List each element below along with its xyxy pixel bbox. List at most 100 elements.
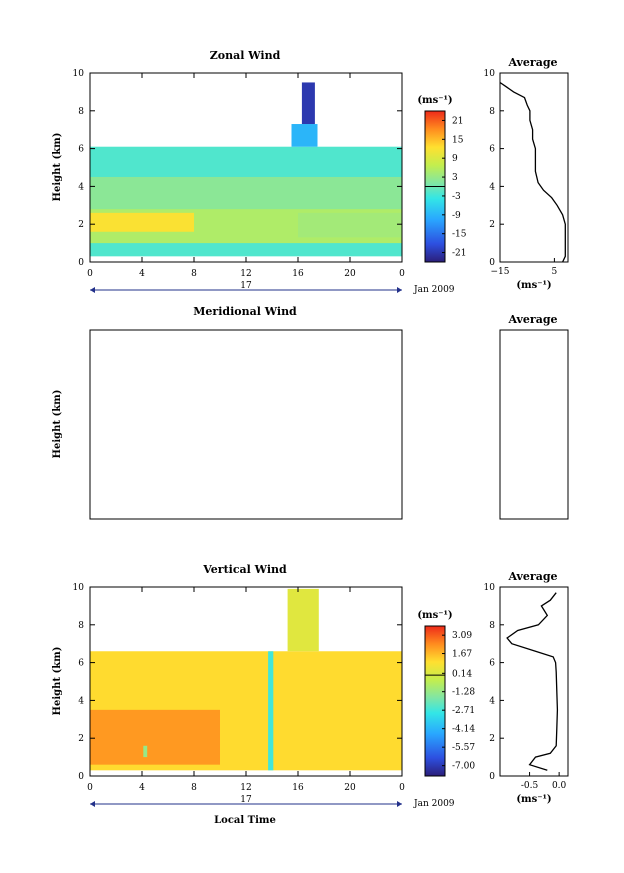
average-y-tick-label: 0 [489, 772, 495, 782]
x-tick-label: 0 [87, 269, 93, 279]
average-profile: Average 0 2 4 6 8 10 -0.5 0.0(ms⁻¹) [484, 313, 569, 805]
average-y-tick-label: 8 [489, 107, 495, 117]
y-tick-label: 10 [73, 69, 85, 79]
colorbar-tick-label: 21 [452, 116, 463, 126]
average-frame [499, 329, 569, 520]
average-profile-line [506, 592, 559, 771]
average-x-tick-label: −15 [491, 267, 510, 277]
x-ticks: 0 4 8 12 16 20 0 [87, 73, 405, 279]
average-frame [499, 72, 569, 263]
average-frame [499, 586, 569, 777]
colorbar-tick-label: -4.14 [452, 725, 475, 735]
x-tick-label: 20 [344, 783, 356, 793]
average-y-tick-label: 0 [489, 258, 495, 268]
x-axis-label: Local Time [214, 815, 276, 826]
day-bar-arrow-right [397, 287, 402, 293]
x-tick-label: 16 [292, 269, 304, 279]
y-tick-label: 8 [78, 621, 84, 631]
field-cell [268, 651, 274, 771]
panel-title: Zonal Wind [210, 49, 281, 62]
field-cell [90, 176, 402, 210]
colorbar-tick-label: 9 [452, 154, 458, 164]
day-bar-arrow-left [90, 287, 95, 293]
colorbar-tick-label: 15 [452, 135, 464, 145]
colorbar-tick-label: -3 [452, 192, 461, 202]
average-x-label: (ms⁻¹) [516, 280, 551, 291]
x-tick-label: 4 [139, 269, 145, 279]
field-cell [90, 709, 220, 765]
average-profile: Average 0 2 4 6 8 10 −15 5(ms⁻¹) [484, 56, 569, 291]
colorbar-unit: (ms⁻¹) [417, 610, 452, 621]
x-tick-label: 12 [240, 783, 251, 793]
colorbar-tick-label: -21 [452, 249, 467, 259]
y-ticks: 0 2 4 6 8 10 [73, 69, 402, 268]
plot-frame [89, 329, 403, 520]
average-profile: Average [499, 570, 569, 777]
date-label: Jan 2009 [413, 799, 455, 809]
colorbar-tick-label: -7.00 [452, 762, 475, 772]
field-cell [301, 82, 315, 125]
average-x-label: (ms⁻¹) [516, 794, 551, 805]
field-cell [298, 212, 402, 238]
colorbar-tick-label: 3 [452, 173, 458, 183]
y-axis-label: Height (km) [52, 133, 63, 202]
x-tick-label: 0 [399, 269, 405, 279]
average-y-tick-label: 8 [489, 621, 495, 631]
panel-title: Vertical Wind [202, 563, 287, 576]
day-bar: 17 Jan 2009 [90, 795, 455, 809]
average-x-tick-label: -0.5 [521, 781, 539, 791]
average-y-tick-label: 10 [484, 583, 496, 593]
y-tick-label: 2 [78, 734, 84, 744]
x-tick-label: 12 [240, 269, 251, 279]
heatmap-field [90, 82, 402, 257]
colorbar-tick-label: 0.14 [452, 669, 472, 679]
field-cell [90, 212, 194, 232]
average-y-tick-label: 4 [489, 182, 495, 192]
colorbar-unit: (ms⁻¹) [417, 95, 452, 106]
colorbar: (ms⁻¹)3.09 1.67 0.14 -1.28 -2.71 -4.14 -5.57 -7… [417, 610, 475, 777]
x-tick-label: 20 [344, 269, 356, 279]
x-tick-label: 4 [139, 783, 145, 793]
y-tick-label: 10 [73, 583, 85, 593]
average-y-tick-label: 4 [489, 696, 495, 706]
average-profile-line [499, 81, 566, 263]
y-tick-label: 8 [78, 107, 84, 117]
y-tick-label: 4 [78, 182, 84, 192]
panel-vertical-wind: Vertical Wind Height (km) Average [52, 563, 569, 777]
average-title: Average [507, 56, 557, 69]
x-tick-label: 0 [87, 783, 93, 793]
field-cell [143, 745, 148, 758]
colorbar-gradient [424, 625, 446, 777]
day-label: 17 [240, 281, 252, 291]
colorbar-tick-label: 3.09 [452, 631, 472, 641]
y-tick-label: 0 [78, 258, 84, 268]
day-label: 17 [240, 795, 252, 805]
x-tick-label: 8 [191, 269, 197, 279]
heatmap-field [90, 588, 402, 771]
average-y-tick-label: 10 [484, 69, 496, 79]
panel-title: Meridional Wind [193, 305, 297, 318]
colorbar-tick-label: -5.57 [452, 743, 475, 753]
plot-frame [89, 586, 403, 777]
y-tick-label: 2 [78, 220, 84, 230]
day-bar-arrow-right [397, 801, 402, 807]
average-y-tick-label: 2 [489, 220, 495, 230]
x-tick-label: 16 [292, 783, 304, 793]
x-tick-label: 0 [399, 783, 405, 793]
average-title: Average [507, 313, 557, 326]
y-axis-label: Height (km) [52, 647, 63, 716]
y-tick-label: 4 [78, 696, 84, 706]
y-axis-label: Height (km) [52, 390, 63, 459]
field-cell [287, 588, 319, 652]
average-y-tick-label: 6 [489, 145, 495, 155]
average-y-tick-label: 2 [489, 734, 495, 744]
colorbar-tick-label: 1.67 [452, 650, 472, 660]
date-label: Jan 2009 [413, 285, 455, 295]
average-x-tick-label: 0.0 [552, 781, 567, 791]
colorbar-tick-label: -2.71 [452, 706, 475, 716]
average-x-tick-label: 5 [552, 267, 558, 277]
average-title: Average [507, 570, 557, 583]
